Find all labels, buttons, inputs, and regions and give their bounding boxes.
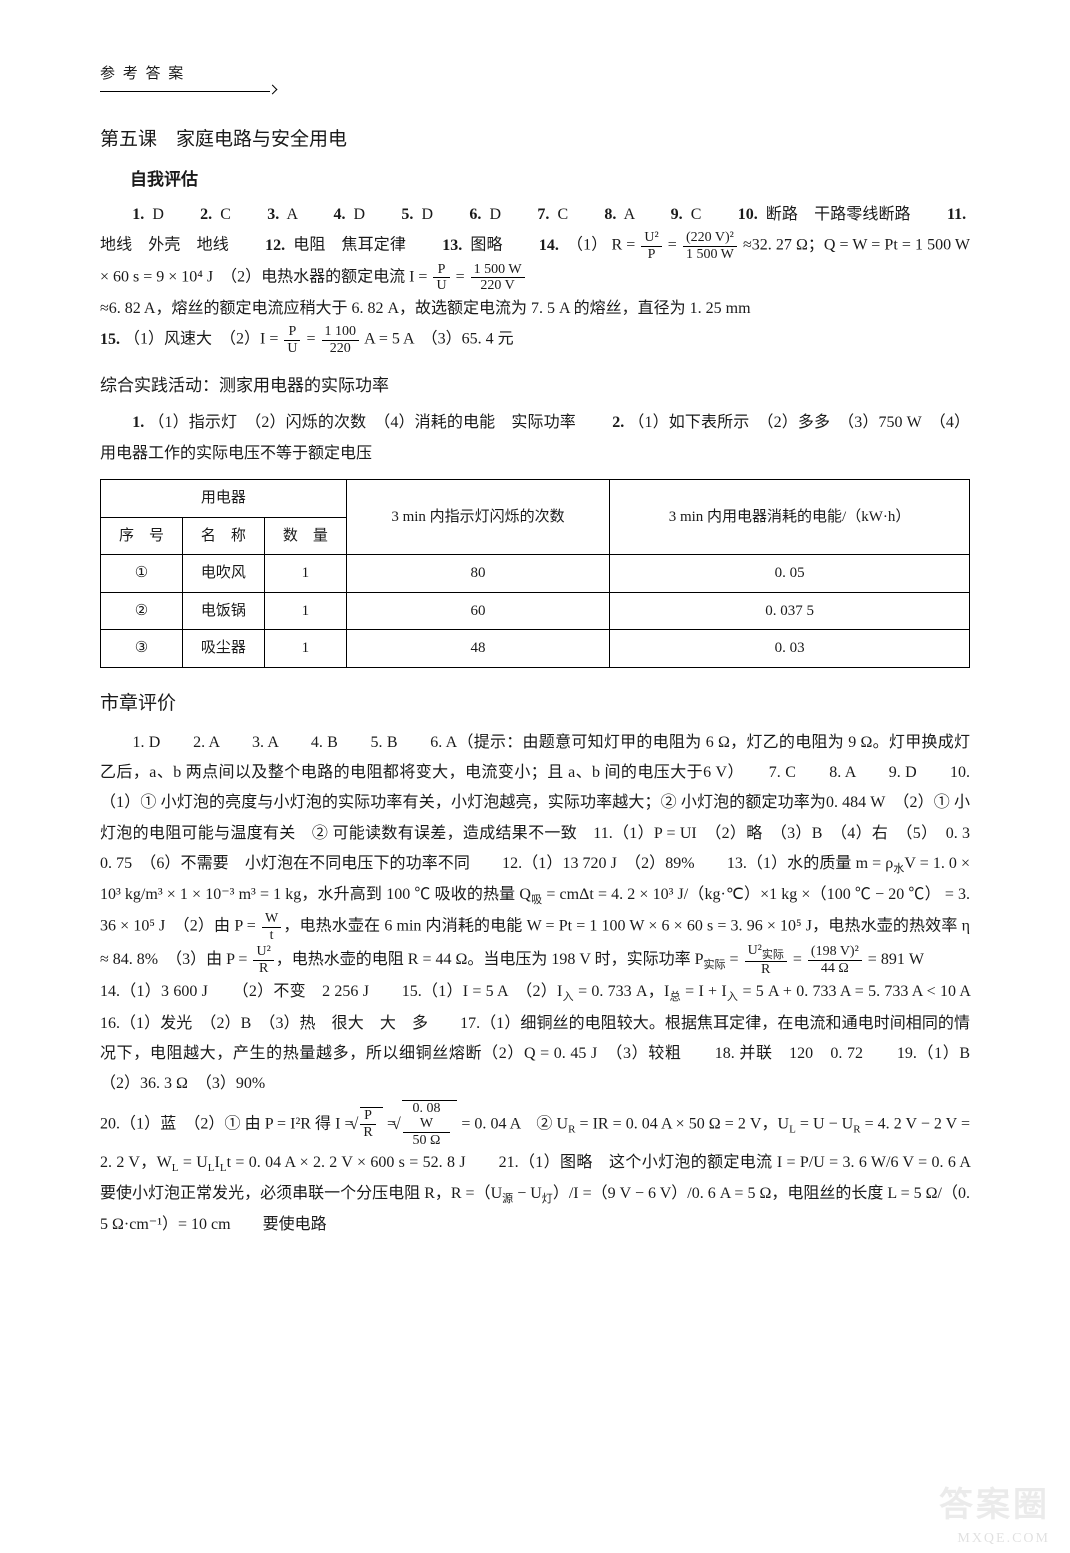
page-header: 参 考 答 案	[100, 60, 970, 89]
table-row: ③ 吸尘器 1 48 0. 03	[101, 630, 970, 668]
th-no: 序 号	[101, 517, 183, 555]
th-energy: 3 min 内用电器消耗的电能/（kW·h）	[610, 480, 970, 555]
table-row: ① 电吹风 1 80 0. 05	[101, 555, 970, 593]
chapter-title: 市章评价	[100, 686, 970, 722]
lesson5-title: 第五课 家庭电路与安全用电	[100, 122, 970, 158]
watermark-icon: 答案圈	[939, 1474, 1050, 1539]
th-name: 名 称	[182, 517, 264, 555]
chapter-answers: 1. D 2. A 3. A 4. B 5. B 6. A（提示：由题意可知灯甲…	[100, 728, 970, 1241]
activity-table: 用电器 3 min 内指示灯闪烁的次数 3 min 内用电器消耗的电能/（kW·…	[100, 479, 970, 668]
activity-answers: 1.（1）指示灯 （2）闪烁的次数 （4）消耗的电能 实际功率 2.（1）如下表…	[100, 408, 970, 469]
th-group: 用电器	[101, 480, 347, 518]
th-qty: 数 量	[264, 517, 346, 555]
lesson5-answers: 1. D 2. C 3. A 4. D 5. D 6. D 7. C 8. A …	[100, 200, 970, 356]
th-flash: 3 min 内指示灯闪烁的次数	[346, 480, 609, 555]
watermark-url: MXQE.COM	[957, 1526, 1050, 1553]
lesson5-sub: 自我评估	[130, 164, 970, 196]
header-underline	[100, 91, 270, 92]
activity-title: 综合实践活动：测家用电器的实际功率	[100, 370, 970, 402]
table-row: ② 电饭锅 1 60 0. 037 5	[101, 592, 970, 630]
